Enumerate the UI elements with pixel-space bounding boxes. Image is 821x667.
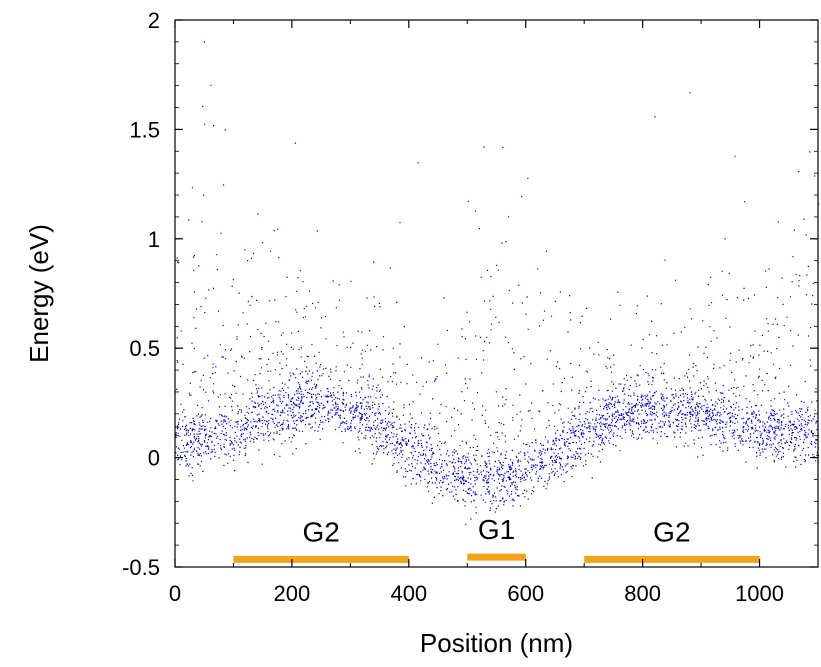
x-tick-label: 600 bbox=[507, 581, 544, 606]
x-tick-label: 200 bbox=[274, 581, 311, 606]
plot-frame bbox=[174, 19, 819, 568]
axis-ticks bbox=[174, 19, 818, 568]
x-tick-label: 400 bbox=[390, 581, 427, 606]
y-tick-label: 1 bbox=[148, 227, 160, 252]
x-axis-label: Position (nm) bbox=[420, 628, 573, 658]
y-tick-label: -0.5 bbox=[122, 555, 160, 580]
x-tick-label: 1000 bbox=[735, 581, 784, 606]
gate-label: G2 bbox=[653, 516, 690, 547]
gate-label: G1 bbox=[478, 514, 515, 545]
x-tick-label: 0 bbox=[169, 581, 181, 606]
y-tick-label: 0 bbox=[148, 446, 160, 471]
x-tick-labels: 0 200 400 600 800 1000 bbox=[169, 581, 784, 606]
y-tick-label: 1.5 bbox=[129, 117, 160, 142]
y-tick-label: 2 bbox=[148, 8, 160, 33]
x-tick-label: 800 bbox=[624, 581, 661, 606]
gate-label: G2 bbox=[302, 516, 339, 547]
y-axis-label: Energy (eV) bbox=[24, 224, 54, 363]
gate-bars: G2 G1 G2 bbox=[233, 514, 760, 563]
y-tick-label: 0.5 bbox=[129, 336, 160, 361]
y-tick-labels: -0.5 0 0.5 1 1.5 2 bbox=[122, 8, 160, 580]
